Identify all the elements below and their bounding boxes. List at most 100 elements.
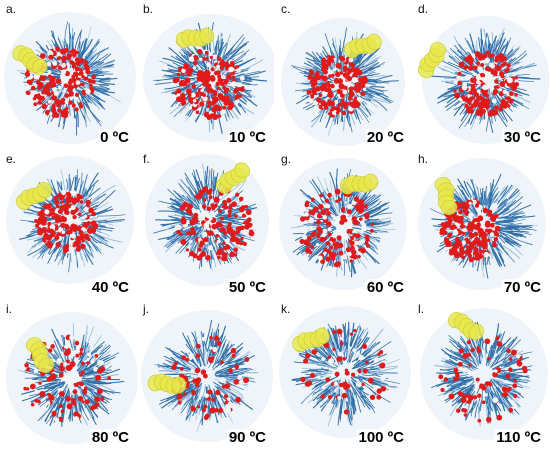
chain-segment (233, 52, 247, 64)
chain-segment (441, 348, 458, 362)
chain-segment (359, 355, 369, 364)
water-molecule (468, 212, 474, 218)
chain-segment (58, 342, 66, 360)
water-molecule (455, 215, 460, 220)
water-molecule (331, 191, 335, 195)
water-molecule (74, 340, 80, 346)
solute-ring (429, 42, 447, 58)
water-molecule (455, 236, 460, 241)
water-molecule (473, 246, 478, 250)
water-molecule (35, 74, 40, 79)
chain-segment (488, 186, 499, 207)
panel-letter: g. (281, 152, 292, 166)
chain-segment (43, 381, 66, 390)
water-molecule (360, 239, 365, 244)
chain-segment (495, 186, 506, 203)
chain-segment (214, 172, 219, 191)
water-molecule (89, 83, 93, 87)
chain-segment (437, 66, 459, 76)
micelle-halo (281, 18, 405, 146)
chain-segment (478, 396, 484, 414)
water-molecule (41, 76, 46, 81)
water-molecule (179, 367, 184, 371)
water-molecule (90, 220, 97, 227)
temperature-label: 80 ºC (89, 429, 131, 446)
water-molecule (83, 214, 88, 219)
chain-segment (88, 61, 115, 71)
water-molecule (353, 69, 360, 76)
water-molecule (91, 79, 96, 84)
water-molecule (321, 91, 326, 96)
temperature-label: 90 ºC (226, 429, 268, 446)
water-molecule (191, 84, 197, 89)
chain-segment (350, 333, 356, 347)
chain-segment (332, 42, 339, 56)
solute-molecule (339, 173, 379, 195)
chain-segment (338, 45, 340, 61)
chain-segment (498, 228, 513, 232)
chain-segment (439, 368, 456, 371)
water-molecule (339, 341, 344, 346)
chain-segment (242, 76, 268, 82)
water-molecule (342, 89, 348, 95)
water-molecule (41, 90, 46, 95)
water-molecule (468, 257, 474, 263)
chain-segment (370, 358, 386, 366)
chain-segment (205, 337, 211, 362)
water-molecule (327, 249, 332, 254)
water-molecule (299, 238, 305, 244)
water-molecule (69, 335, 75, 341)
chain-segment (321, 231, 334, 245)
water-molecule (207, 389, 213, 395)
chain-segment (309, 376, 332, 387)
water-molecule (318, 104, 323, 109)
water-molecule (321, 233, 326, 238)
water-molecule (76, 225, 83, 232)
water-molecule (336, 235, 342, 241)
water-molecule (74, 378, 78, 383)
water-molecule (480, 223, 485, 228)
water-molecule (359, 217, 363, 221)
solute-ring (199, 27, 215, 45)
water-molecule (238, 87, 242, 91)
chain-segment (353, 392, 360, 402)
water-molecule (334, 100, 339, 105)
water-molecule (494, 225, 501, 232)
water-molecule (330, 83, 335, 89)
water-molecule (77, 240, 81, 245)
chain-segment (503, 237, 521, 248)
water-molecule (498, 107, 503, 112)
water-molecule (334, 188, 341, 195)
water-molecule (74, 66, 80, 72)
chain-segment (215, 34, 219, 56)
chain-segment (185, 397, 194, 421)
water-molecule (362, 87, 367, 91)
chain-segment (185, 338, 199, 364)
water-molecule (62, 112, 69, 119)
chain-segment (358, 379, 376, 394)
water-molecule (60, 113, 64, 118)
water-molecule (210, 67, 215, 72)
micelle-panel: j. 90 ºC (137, 300, 274, 450)
water-molecule (495, 65, 502, 72)
chain-segment (226, 43, 248, 62)
water-molecule (200, 210, 207, 216)
water-molecule (70, 48, 77, 54)
water-molecule (80, 243, 86, 250)
water-molecule (317, 255, 323, 261)
chain-segment (81, 45, 97, 68)
chain-segment (464, 400, 478, 421)
water-molecule (483, 78, 490, 84)
water-molecule (343, 409, 350, 415)
water-molecule (193, 218, 199, 224)
water-molecule (514, 93, 518, 97)
chain-segment (352, 88, 368, 105)
water-molecule (332, 330, 337, 335)
water-molecule (364, 241, 369, 245)
water-molecule (25, 90, 30, 95)
chain-segment (92, 63, 106, 68)
water-molecule (315, 232, 321, 238)
chain-segment (78, 387, 96, 402)
water-molecule (342, 356, 347, 361)
chain-segment (339, 396, 342, 420)
